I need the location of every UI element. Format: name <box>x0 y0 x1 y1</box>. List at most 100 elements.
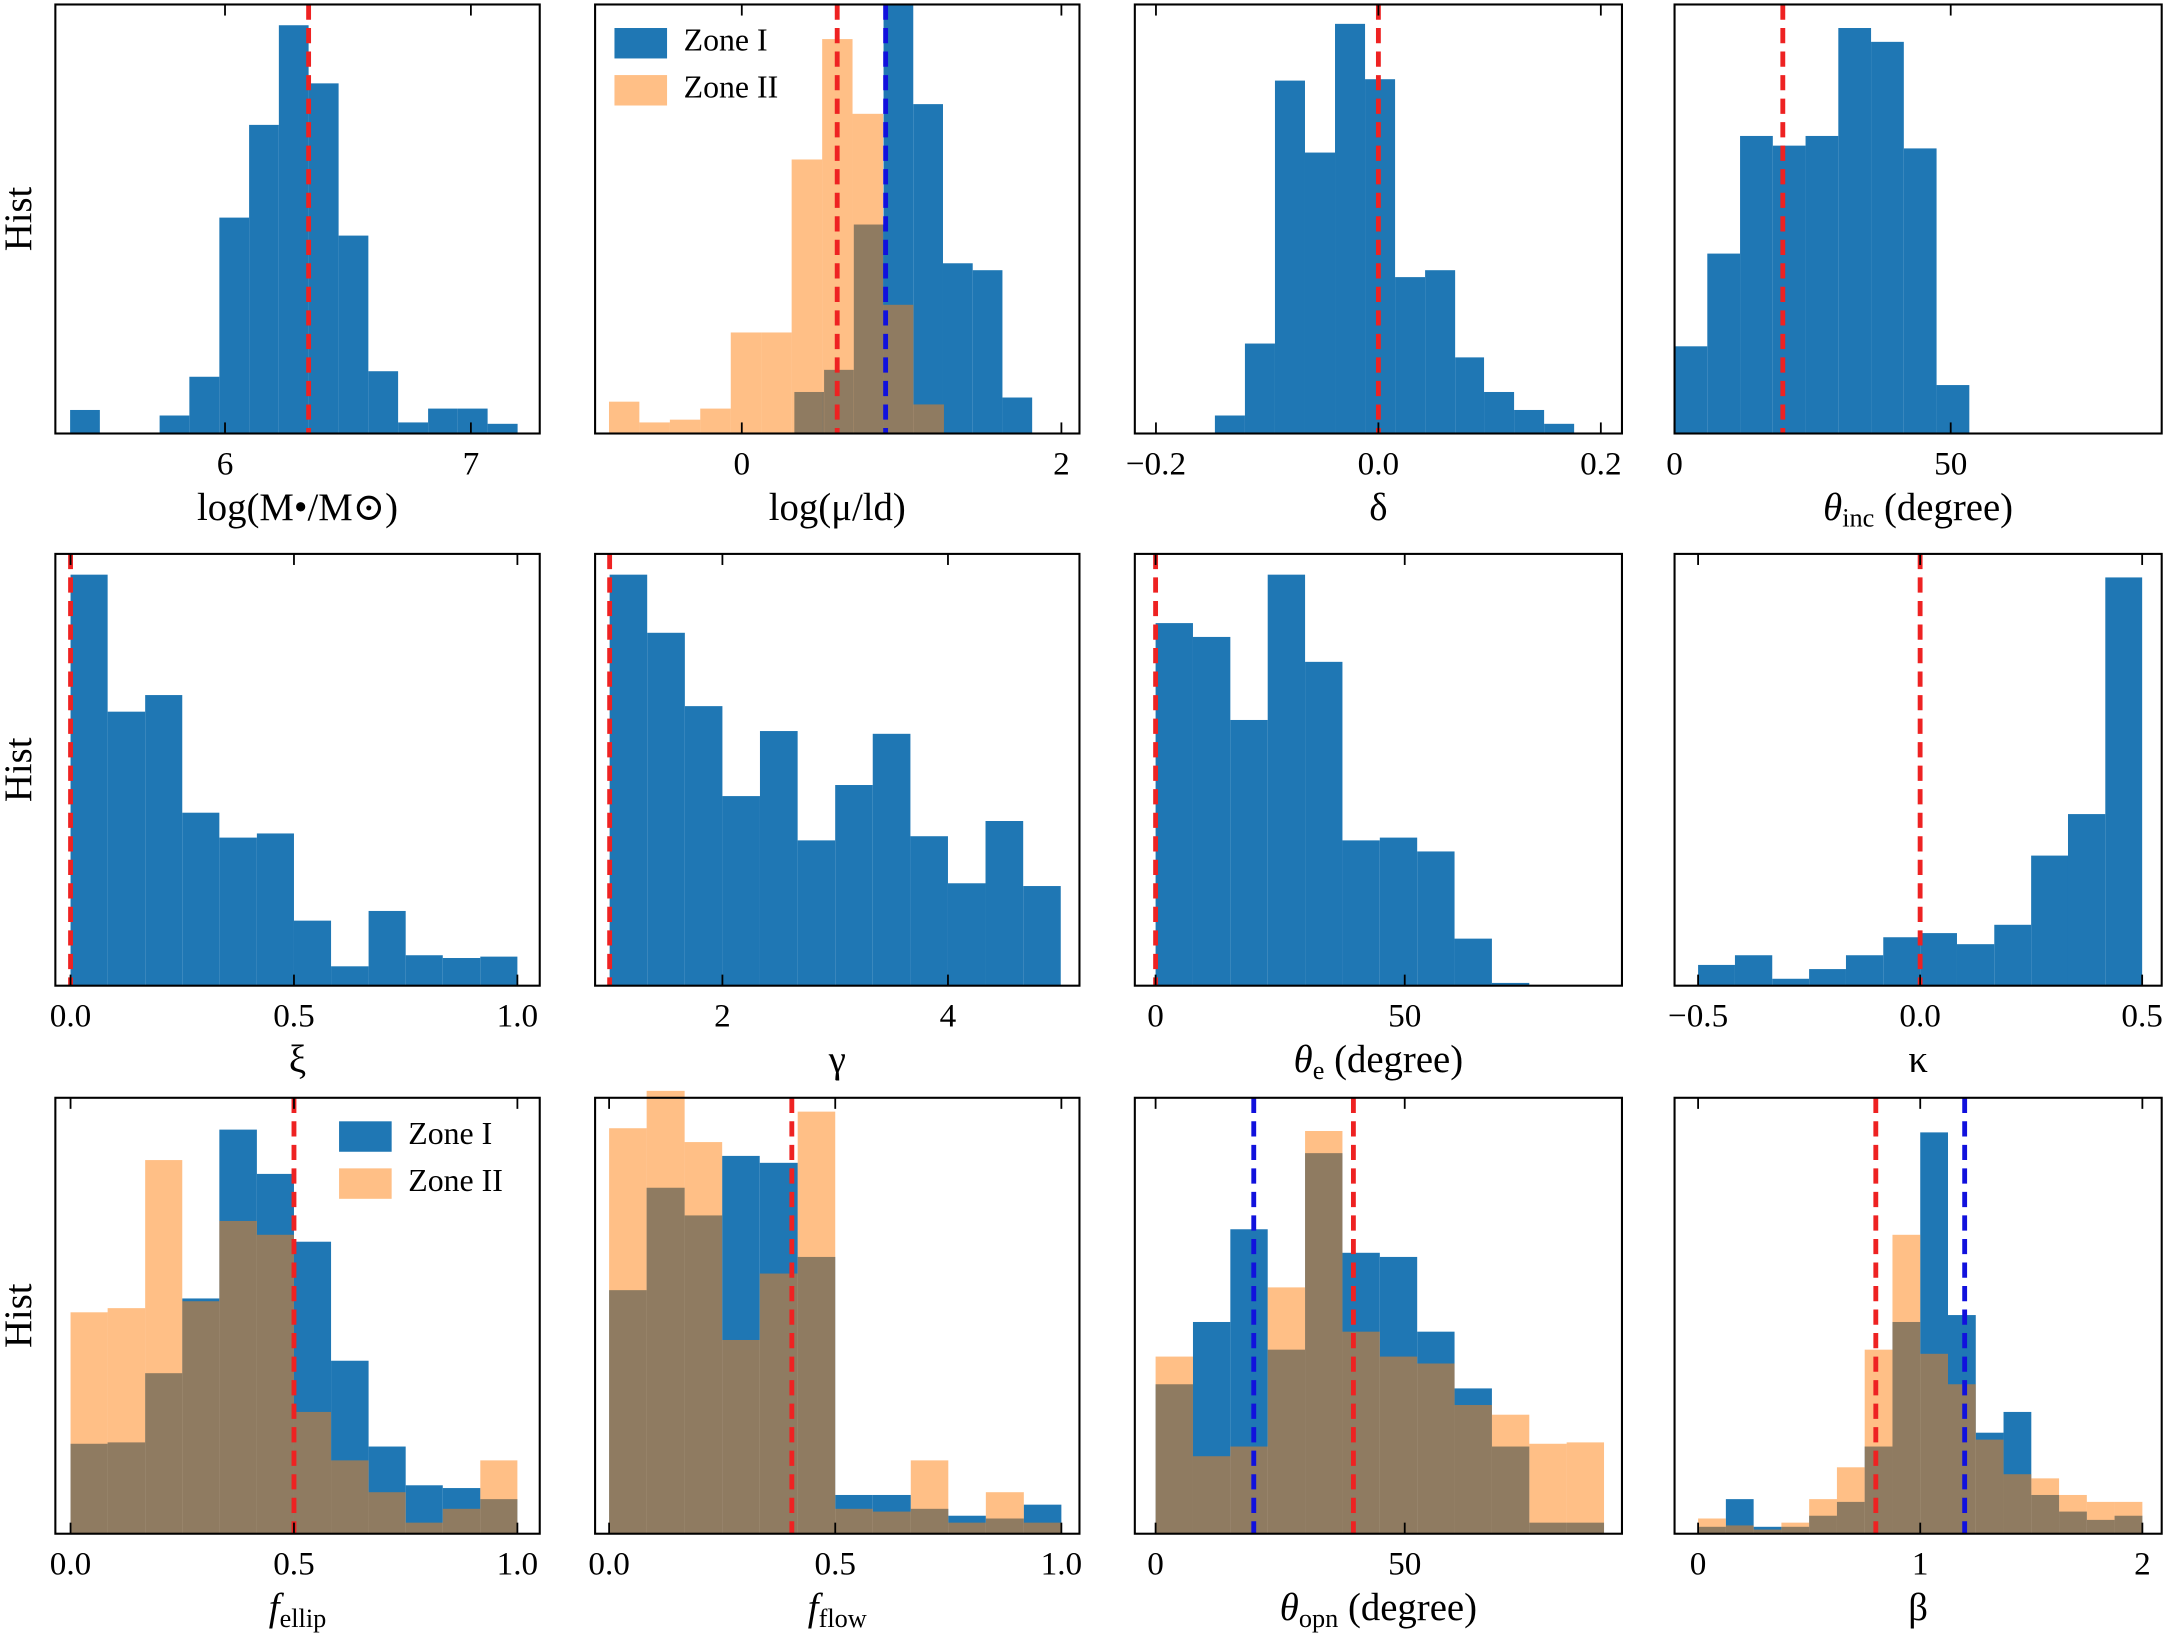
x-tick-label: 0 <box>1147 998 1164 1035</box>
panel: 6 7 log(M•/M⊙) Hist <box>0 3 541 529</box>
bar <box>293 920 332 986</box>
x-axis-label: log(M•/M⊙) <box>197 486 398 529</box>
bar <box>1920 1353 1949 1534</box>
x-tick-label: 6 <box>217 445 234 482</box>
bar <box>835 1508 873 1534</box>
legend-label: Zone I <box>408 1116 492 1151</box>
bar <box>700 408 731 434</box>
bar <box>985 821 1024 986</box>
bar <box>1753 1529 1782 1534</box>
bar <box>457 408 488 434</box>
plot-frame <box>54 3 541 435</box>
bar <box>1948 1384 1976 1534</box>
bar <box>1155 623 1193 986</box>
y-axis-label: Hist <box>0 1283 40 1348</box>
bar <box>1214 415 1245 434</box>
x-axis-label: β <box>1908 1586 1928 1629</box>
panel: 2 4 γ <box>594 552 1081 1081</box>
bar <box>1772 145 1806 434</box>
bar <box>1342 840 1380 986</box>
x-tick-label: 0.5 <box>273 998 315 1035</box>
plot-frame <box>1673 1096 2163 1535</box>
bar <box>256 1234 294 1534</box>
bar <box>1809 969 1846 986</box>
x-tick-label: 2 <box>1053 445 1070 482</box>
bar <box>1734 955 1773 986</box>
bar <box>730 332 762 434</box>
x-axis-label: δ <box>1369 486 1387 529</box>
bar <box>1267 1287 1306 1534</box>
x-tick-label: 0.2 <box>1580 445 1622 482</box>
bar <box>985 1492 1024 1534</box>
bar <box>219 837 257 986</box>
x-axis-label: κ <box>1908 1038 1928 1081</box>
bar <box>331 966 369 986</box>
bar <box>759 731 798 986</box>
bar <box>368 1492 406 1534</box>
bar <box>480 956 518 986</box>
bar <box>1740 135 1773 434</box>
bar <box>1304 152 1336 434</box>
bar <box>368 910 406 986</box>
bar <box>1975 1439 2004 1534</box>
plot-frame <box>1133 1096 1624 1535</box>
x-tick-label: 1.0 <box>497 1546 539 1583</box>
x-tick-label: −0.5 <box>1668 998 1728 1035</box>
bar <box>722 1339 760 1534</box>
bar <box>761 332 792 434</box>
bar <box>1379 1356 1418 1534</box>
bar <box>1230 1446 1268 1534</box>
bar <box>1838 28 1872 434</box>
x-tick-label: 0 <box>1147 1546 1164 1583</box>
bar <box>2031 1478 2060 1534</box>
bar <box>405 1522 443 1534</box>
bar <box>609 1128 647 1534</box>
bar <box>1155 1356 1193 1534</box>
bar <box>609 574 648 986</box>
bar <box>1871 41 1904 434</box>
panel: 0.0 0.5 1.0 fellip Hist Zone I Zone II <box>0 1096 541 1633</box>
panel: −0.5 0.0 0.5 κ <box>1668 552 2163 1081</box>
bar <box>1267 574 1306 986</box>
x-tick-label: 1 <box>1912 1546 1929 1583</box>
bar <box>2086 1501 2115 1534</box>
label-subscript: ellip <box>280 1604 327 1633</box>
bar <box>1274 80 1305 434</box>
plot-frame <box>1673 552 2163 987</box>
bar <box>852 113 884 434</box>
bar <box>1920 933 1957 986</box>
legend-swatch <box>339 1168 392 1199</box>
bar <box>646 1090 685 1534</box>
bar <box>1023 1522 1062 1534</box>
x-tick-label: 1.0 <box>497 998 539 1035</box>
x-tick-label: 0.5 <box>2121 998 2163 1035</box>
bar <box>442 958 481 986</box>
bar <box>883 304 914 434</box>
y-axis-label: Hist <box>0 737 40 802</box>
bar <box>1365 79 1396 434</box>
x-tick-label: 2 <box>2134 1546 2151 1583</box>
bar <box>1192 636 1231 986</box>
bar <box>1491 982 1530 986</box>
bar <box>1994 924 2032 986</box>
x-tick-label: 0 <box>1666 445 1683 482</box>
bar <box>1379 837 1418 986</box>
x-axis-label: θopn (degree) <box>1280 1586 1477 1633</box>
bar <box>942 263 973 434</box>
bar <box>835 785 873 986</box>
bar <box>1772 978 1810 986</box>
x-tick-label: 0.0 <box>1358 445 1400 482</box>
bar <box>2031 855 2068 986</box>
bar <box>487 423 518 434</box>
bar <box>972 270 1003 434</box>
bar <box>948 1522 986 1534</box>
bar <box>2067 814 2106 986</box>
panel: 0 1 2 β <box>1673 1096 2163 1629</box>
bar <box>1892 1234 1921 1534</box>
bar <box>1230 719 1268 986</box>
panel: 0.0 0.5 1.0 ξ Hist <box>0 552 541 1081</box>
bar <box>1566 1442 1605 1534</box>
bar <box>913 104 943 434</box>
bar <box>398 422 429 434</box>
